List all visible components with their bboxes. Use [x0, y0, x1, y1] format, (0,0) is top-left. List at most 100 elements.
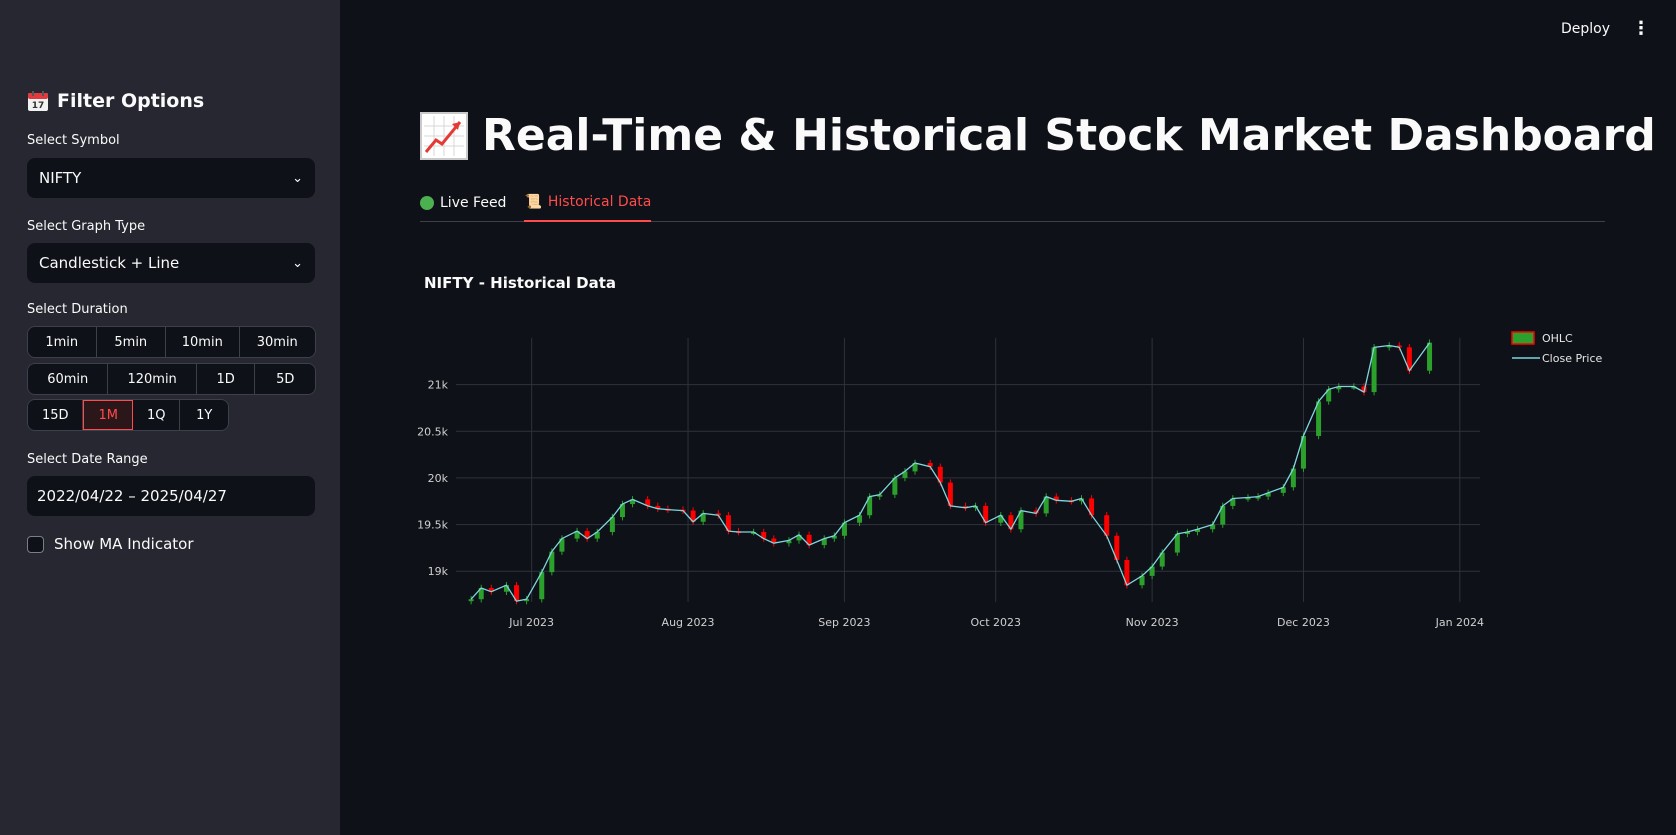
candle-body: [1149, 566, 1155, 576]
legend-close-label: Close Price: [1542, 352, 1603, 365]
symbol-select[interactable]: NIFTY ⌄: [27, 158, 315, 198]
x-tick-label: Aug 2023: [662, 616, 715, 629]
candle-body: [1245, 497, 1251, 500]
symbol-label: Select Symbol: [27, 133, 120, 148]
date-range-input[interactable]: 2022/04/22 – 2025/04/27: [27, 476, 315, 516]
candle-body: [539, 572, 545, 600]
close-price-line: [470, 342, 1431, 602]
chart-increasing-icon: [420, 111, 468, 160]
candle-body: [1210, 524, 1216, 530]
candle-body: [821, 538, 827, 546]
date-range-label: Select Date Range: [27, 452, 148, 467]
tab-live-feed[interactable]: Live Feed: [420, 188, 506, 222]
more-options-icon[interactable]: ⋮: [1632, 18, 1650, 39]
sidebar-title-text: Filter Options: [57, 90, 205, 112]
candle-body: [468, 599, 474, 602]
candle-body: [1139, 575, 1145, 586]
candle-body: [715, 513, 721, 516]
chevron-down-icon: ⌄: [292, 170, 303, 186]
tab-historical-data[interactable]: 📜 Historical Data: [524, 188, 652, 222]
duration-120min[interactable]: 120min: [108, 364, 197, 394]
symbol-value: NIFTY: [39, 169, 82, 187]
duration-1min[interactable]: 1min: [28, 327, 97, 357]
candle-body: [771, 538, 777, 544]
sidebar: 17 Filter Options Select Symbol NIFTY ⌄ …: [0, 0, 340, 835]
duration-1q[interactable]: 1Q: [132, 400, 181, 430]
candle-body: [700, 513, 706, 522]
candle-body: [524, 599, 530, 602]
duration-5d[interactable]: 5D: [255, 364, 315, 394]
duration-1y[interactable]: 1Y: [180, 400, 228, 430]
graph-type-label: Select Graph Type: [27, 219, 146, 234]
candle-body: [1396, 345, 1402, 348]
calendar-icon: 17: [28, 91, 48, 111]
chevron-down-icon: ⌄: [292, 255, 303, 271]
x-tick-label: Jul 2023: [508, 616, 554, 629]
candle-body: [877, 494, 883, 497]
candle-body: [609, 517, 615, 533]
y-tick-label: 20k: [428, 472, 449, 485]
candle-body: [1280, 487, 1286, 493]
candle-body: [1386, 345, 1392, 348]
duration-5min[interactable]: 5min: [96, 327, 167, 357]
candle-body: [503, 585, 509, 592]
candle-body: [786, 540, 792, 544]
candle-body: [1195, 529, 1201, 533]
candle-body: [1043, 496, 1049, 514]
duration-15d[interactable]: 15D: [28, 400, 84, 430]
legend-ohlc-swatch: [1511, 331, 1535, 345]
candle-body: [1104, 515, 1110, 536]
candle-body: [645, 499, 651, 506]
candle-body: [1053, 496, 1059, 501]
deploy-button[interactable]: Deploy: [1560, 20, 1610, 37]
tab-bar: Live Feed 📜 Historical Data: [420, 188, 1605, 222]
candle-body: [1265, 492, 1271, 497]
candle-body: [655, 505, 661, 509]
duration-row: 1min 5min 10min 30min: [27, 326, 316, 358]
candle-body: [806, 534, 812, 546]
candle-body: [559, 538, 565, 552]
candle-body: [1230, 498, 1236, 506]
duration-60min[interactable]: 60min: [28, 364, 109, 394]
tab-historical-data-label: Historical Data: [547, 194, 652, 210]
x-tick-label: Dec 2023: [1277, 616, 1330, 629]
candle-body: [902, 471, 908, 478]
candle-body: [867, 496, 873, 516]
y-tick-label: 20.5k: [417, 425, 448, 438]
duration-30min[interactable]: 30min: [239, 327, 315, 357]
candle-body: [1220, 505, 1226, 525]
candle-body: [1033, 510, 1039, 514]
duration-1d[interactable]: 1D: [196, 364, 256, 394]
ma-indicator-row[interactable]: Show MA Indicator: [27, 535, 194, 553]
candle-body: [1326, 389, 1332, 402]
ma-indicator-checkbox[interactable]: [27, 535, 44, 553]
duration-1m[interactable]: 1M: [83, 400, 133, 430]
tab-live-feed-label: Live Feed: [440, 195, 507, 211]
duration-label: Select Duration: [27, 302, 128, 317]
candle-body: [962, 505, 968, 508]
graph-type-select[interactable]: Candlestick + Line ⌄: [27, 243, 315, 283]
duration-10min[interactable]: 10min: [166, 327, 240, 357]
candle-body: [1018, 510, 1024, 530]
candle-body: [630, 499, 636, 505]
candle-body: [857, 515, 863, 523]
page-title: Real-Time & Historical Stock Market Dash…: [420, 110, 1656, 161]
candle-body: [1406, 347, 1412, 371]
candle-body: [892, 477, 898, 495]
candle-body: [1184, 532, 1190, 535]
candle-body: [1124, 560, 1130, 586]
candle-body: [1290, 468, 1296, 488]
candle-body: [619, 504, 625, 518]
x-tick-label: Oct 2023: [970, 616, 1021, 629]
price-chart[interactable]: 19k 19.5k 20k 20.5k 21k Jul 2023 Aug 2023 Sep 2…: [400, 320, 1610, 640]
page-title-text: Real-Time & Historical Stock Market Dash…: [482, 110, 1656, 161]
candle-body: [796, 534, 802, 541]
candle-body: [1174, 533, 1180, 553]
candle-body: [1300, 435, 1306, 469]
candle-body: [1316, 401, 1322, 436]
candle-body: [725, 515, 731, 532]
x-tick-label: Sep 2023: [818, 616, 870, 629]
y-tick-label: 21k: [428, 379, 449, 392]
candle-body: [983, 505, 989, 523]
candle-body: [594, 532, 600, 539]
